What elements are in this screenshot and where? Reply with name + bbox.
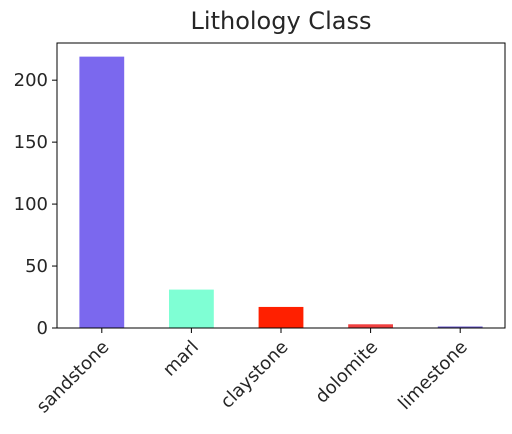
y-tick-label: 0 <box>37 318 48 339</box>
y-tick-label: 150 <box>14 132 48 153</box>
bar-dolomite <box>348 324 393 328</box>
y-tick-label: 200 <box>14 70 48 91</box>
bar-limestone <box>437 326 483 328</box>
chart-title: Lithology Class <box>191 7 372 35</box>
bar-marl <box>169 289 214 328</box>
bar-sandstone <box>79 56 125 329</box>
x-tick-label: claystone <box>217 337 293 413</box>
bars-group <box>79 56 483 329</box>
plot-frame <box>56 42 506 329</box>
x-tick-label: sandstone <box>33 337 114 418</box>
y-tick-label: 50 <box>25 256 48 277</box>
x-tick-label: limestone <box>394 337 471 414</box>
y-axis: 0 50 100 150 200 <box>14 70 57 339</box>
x-tick-label: marl <box>159 337 203 381</box>
bar-claystone <box>258 306 304 328</box>
x-axis: sandstone marl claystone dolomite limestone <box>33 328 472 417</box>
x-tick-label: dolomite <box>311 337 382 408</box>
y-tick-label: 100 <box>14 194 48 215</box>
